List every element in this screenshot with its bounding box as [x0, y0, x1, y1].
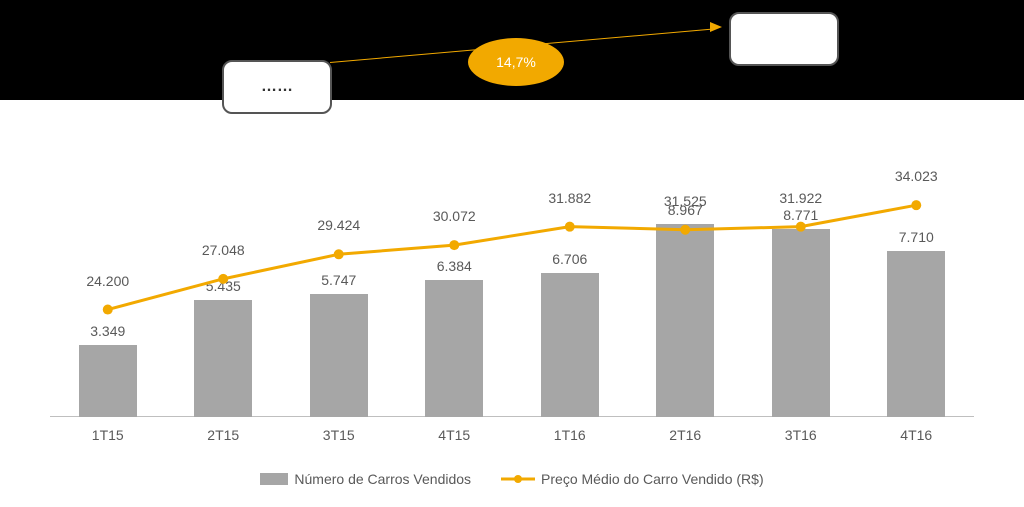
chart-area: 3.34924.2001T155.43527.0482T155.74729.42…	[0, 100, 1024, 507]
header-band: …… 14,7%	[0, 0, 1024, 100]
callout-box-right	[729, 12, 839, 66]
line-marker	[565, 222, 575, 232]
x-axis-label: 2T16	[628, 427, 744, 443]
line-marker	[449, 240, 459, 250]
legend-label-line: Preço Médio do Carro Vendido (R$)	[541, 471, 764, 487]
line-marker	[334, 249, 344, 259]
legend-swatch-bar	[260, 473, 288, 485]
x-axis-label: 4T16	[859, 427, 975, 443]
line-path	[108, 205, 917, 309]
line-marker	[103, 305, 113, 315]
line-marker	[680, 225, 690, 235]
legend-item-bars: Número de Carros Vendidos	[260, 471, 471, 487]
percent-ellipse-label: 14,7%	[496, 54, 536, 70]
legend-line-marker	[514, 475, 522, 483]
legend-item-line: Preço Médio do Carro Vendido (R$)	[501, 471, 764, 487]
arrow-head	[710, 22, 722, 32]
combo-chart: 3.34924.2001T155.43527.0482T155.74729.42…	[50, 110, 974, 417]
line-marker	[218, 274, 228, 284]
x-axis-label: 3T15	[281, 427, 397, 443]
legend-label-bars: Número de Carros Vendidos	[294, 471, 471, 487]
callout-box-left-text: ……	[261, 78, 293, 96]
legend-swatch-line	[501, 473, 535, 485]
x-axis-label: 3T16	[743, 427, 859, 443]
percent-ellipse: 14,7%	[468, 38, 564, 86]
legend: Número de Carros Vendidos Preço Médio do…	[0, 471, 1024, 487]
x-axis-label: 1T15	[50, 427, 166, 443]
line-marker	[911, 200, 921, 210]
line-marker	[796, 222, 806, 232]
line-overlay	[50, 110, 974, 417]
x-axis-label: 2T15	[166, 427, 282, 443]
x-axis-label: 4T15	[397, 427, 513, 443]
x-axis-label: 1T16	[512, 427, 628, 443]
